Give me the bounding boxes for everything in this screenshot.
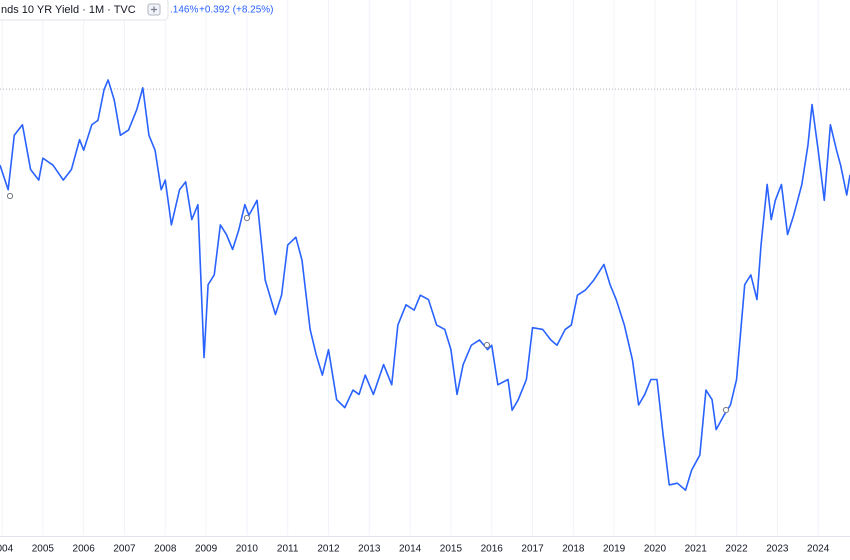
- x-tick-label: 2005: [32, 544, 55, 555]
- x-tick-label: 2017: [521, 544, 544, 555]
- x-tick-label: 2010: [236, 544, 259, 555]
- x-tick-label: 2007: [113, 544, 136, 555]
- x-tick-label: 2022: [725, 544, 748, 555]
- symbol-title: nds 10 YR Yield · 1M · TVC: [1, 4, 136, 16]
- legend-box: [0, 0, 169, 21]
- symbol-legend[interactable]: nds 10 YR Yield · 1M · TVC: [0, 0, 169, 21]
- x-tick-label: 2019: [603, 544, 626, 555]
- x-tick-label: 2016: [481, 544, 504, 555]
- x-tick-label: 2013: [358, 544, 381, 555]
- plot: [0, 79, 850, 491]
- hide-icon[interactable]: [147, 3, 161, 16]
- x-tick-label: 2004: [0, 544, 14, 555]
- x-tick-label: 2015: [440, 544, 463, 555]
- price-line-series: [0, 79, 850, 491]
- x-tick-label: 2014: [399, 544, 422, 555]
- event-marker: [722, 406, 730, 414]
- x-tick-label: 2006: [73, 544, 96, 555]
- event-marker: [243, 214, 251, 222]
- x-tick-label: 2021: [685, 544, 708, 555]
- x-tick-label: 2018: [562, 544, 585, 555]
- price-change: +0.392 (+8.25%): [199, 5, 274, 16]
- x-tick-label: 2023: [766, 544, 789, 555]
- x-tick-label: 2009: [195, 544, 218, 555]
- last-price: .146%: [170, 5, 198, 16]
- x-tick-label: 2020: [644, 544, 667, 555]
- icon-glyph: [151, 6, 157, 13]
- x-tick-label: 2024: [807, 544, 830, 555]
- event-marker: [6, 192, 14, 200]
- x-axis: 2004 2005 2006 2007 2008 2009 2010 2011 2012 2013…: [0, 544, 830, 555]
- x-tick-label: 2011: [277, 544, 299, 555]
- x-tick-label: 2008: [154, 544, 177, 555]
- event-marker: [483, 341, 491, 349]
- grid: [1, 0, 819, 535]
- x-tick-label: 2012: [317, 544, 340, 555]
